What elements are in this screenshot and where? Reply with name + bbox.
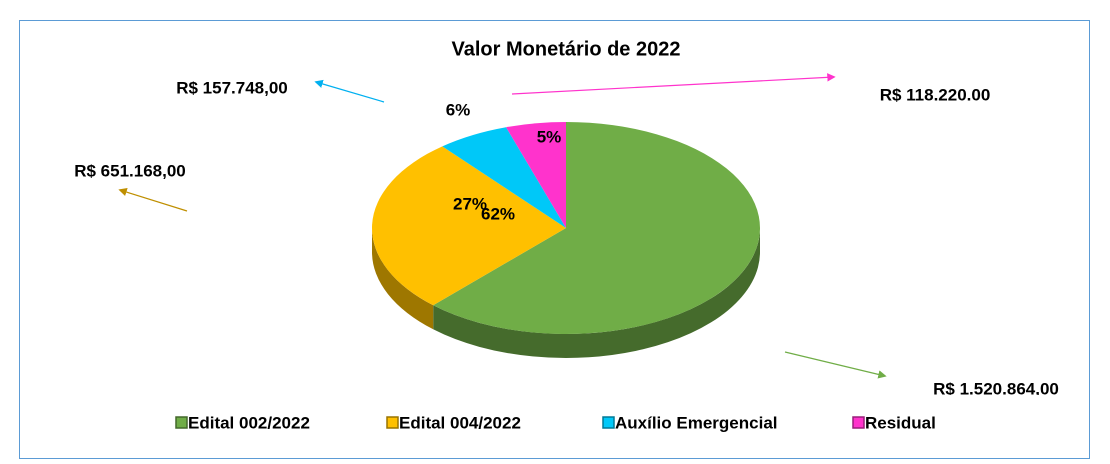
legend-swatch [602, 416, 615, 429]
legend-swatch [175, 416, 188, 429]
annotation: R$ 118.220.00 [880, 85, 991, 104]
annotation: R$ 651.168,00 [74, 161, 186, 180]
legend-label: Residual [865, 413, 936, 432]
pie-slice [433, 122, 760, 334]
chart-title: Valor Monetário de 2022 [452, 38, 681, 60]
data-label: 62% [481, 204, 515, 223]
arrow [314, 79, 385, 103]
pie: 62%27% 6% 5% [372, 100, 760, 358]
legend-label: Auxílio Emergencial [615, 413, 778, 432]
arrow [118, 188, 188, 212]
arrow [784, 351, 887, 379]
pie-side [372, 228, 434, 330]
pie-slice [506, 122, 566, 228]
pie-side [433, 228, 760, 358]
annotation: R$ 157.748,00 [176, 78, 288, 97]
legend-label: Edital 004/2022 [399, 413, 521, 432]
data-label: 27% [453, 194, 487, 213]
pie-slice [442, 127, 566, 228]
pie-slice [372, 146, 566, 306]
data-label: 5% [537, 127, 562, 146]
annotations: R$ 1.520.864,00 R$ 651.168,00 R$ 157.748,0… [74, 78, 1059, 398]
legend-swatch [386, 416, 399, 429]
arrow [511, 73, 836, 95]
data-label: 6% [446, 100, 471, 119]
legend-swatch [852, 416, 865, 429]
annotation: R$ 1.520.864,00 [933, 379, 1059, 398]
legend: Edital 002/2022 Edital 004/2022 Auxílio Em… [175, 413, 936, 432]
legend-label: Edital 002/2022 [188, 413, 310, 432]
